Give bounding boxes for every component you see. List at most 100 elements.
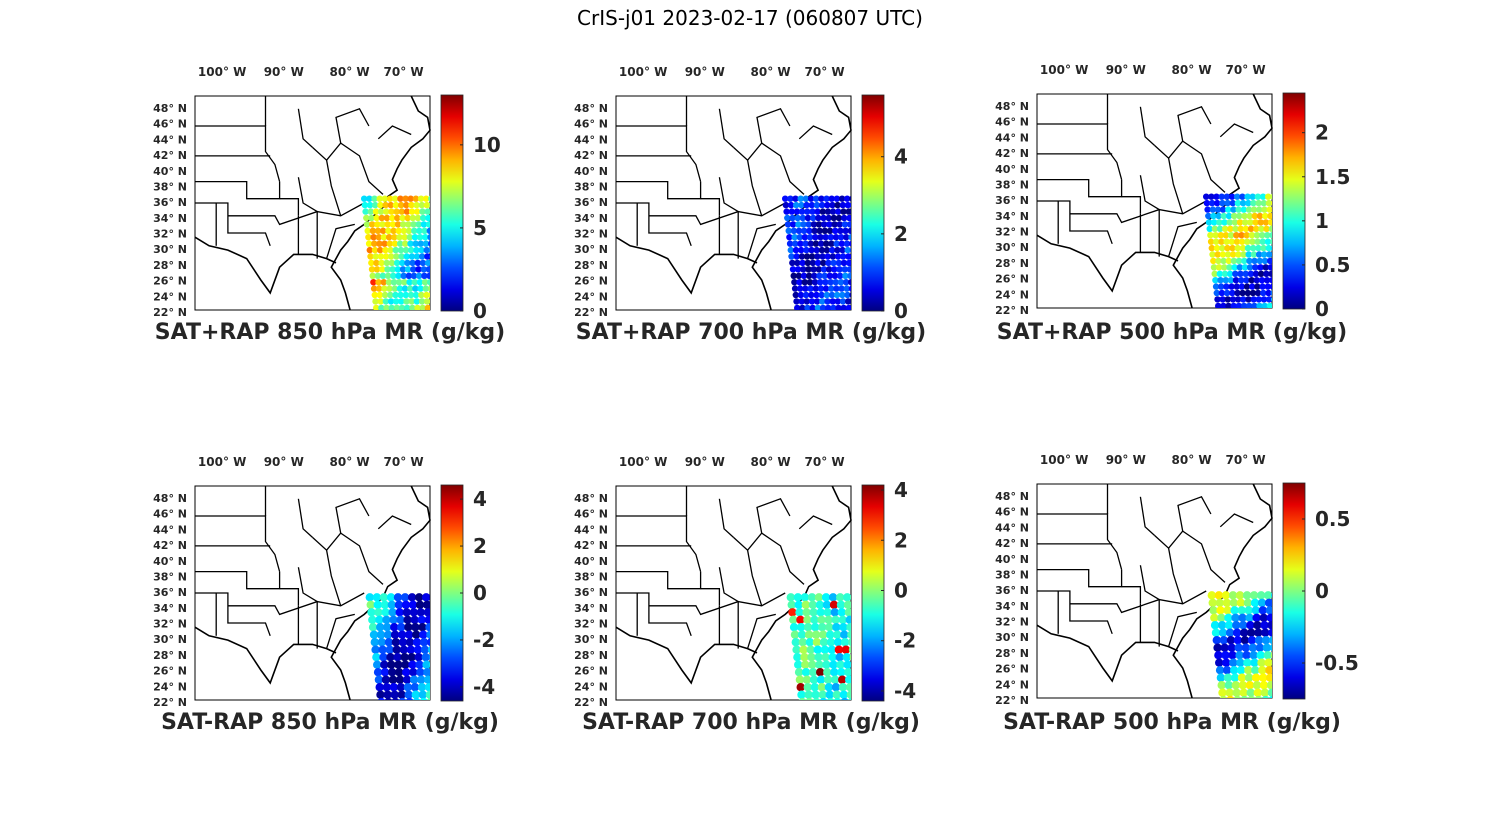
swath-point bbox=[1266, 251, 1272, 258]
swath-point bbox=[809, 259, 817, 267]
swath-point bbox=[814, 653, 823, 662]
swath-point bbox=[1225, 212, 1233, 220]
swath-point bbox=[1225, 206, 1232, 213]
state-border bbox=[746, 613, 776, 649]
swath-point bbox=[826, 638, 836, 647]
swath-point bbox=[430, 668, 438, 676]
swath-point bbox=[806, 279, 814, 286]
swath-point bbox=[418, 246, 425, 254]
swath-point bbox=[391, 240, 399, 247]
swath-point bbox=[376, 630, 386, 639]
swath-point bbox=[788, 253, 795, 260]
swath-point bbox=[428, 292, 430, 298]
swath-point bbox=[848, 285, 851, 292]
colorbar-label: 4 bbox=[473, 487, 487, 511]
swath-point bbox=[829, 253, 837, 260]
swath-point bbox=[805, 697, 814, 700]
swath-point bbox=[382, 201, 389, 209]
swath-point bbox=[375, 683, 384, 692]
swath-point bbox=[819, 253, 826, 260]
swath-data bbox=[365, 593, 438, 700]
swath-point bbox=[410, 272, 418, 279]
lat-label: 28° N bbox=[574, 259, 608, 272]
swath-point bbox=[1243, 598, 1253, 607]
swath-point bbox=[837, 272, 844, 279]
swath-point bbox=[416, 608, 425, 617]
swath-point bbox=[793, 298, 800, 305]
swath-point bbox=[1230, 606, 1239, 615]
swath-point bbox=[399, 645, 408, 654]
state-border bbox=[1037, 590, 1113, 635]
swath-point bbox=[373, 304, 380, 310]
swath-point bbox=[799, 259, 806, 267]
swath-point bbox=[427, 646, 430, 654]
lon-label: 70° W bbox=[384, 65, 424, 79]
swath-point bbox=[403, 298, 410, 305]
state-border bbox=[1037, 178, 1123, 198]
swath-point bbox=[383, 214, 391, 222]
swath-point bbox=[1270, 245, 1272, 251]
swath-point bbox=[1258, 606, 1267, 615]
swath-point bbox=[368, 214, 375, 222]
swath-point bbox=[827, 234, 834, 241]
swath-point bbox=[1230, 302, 1237, 308]
swath-point bbox=[408, 600, 418, 609]
swath-point bbox=[1226, 695, 1235, 698]
swath-point bbox=[367, 608, 376, 617]
swath-point bbox=[1252, 681, 1262, 690]
swath-point bbox=[1216, 225, 1224, 232]
lat-label: 24° N bbox=[995, 288, 1029, 301]
swath-point bbox=[425, 690, 430, 699]
state-border bbox=[1219, 123, 1254, 138]
swath-point bbox=[385, 645, 394, 654]
lat-label: 24° N bbox=[574, 680, 608, 693]
swath-point bbox=[1219, 199, 1226, 207]
swath-point bbox=[828, 291, 836, 299]
swath-point bbox=[1214, 591, 1224, 600]
swath-point bbox=[1263, 651, 1272, 660]
swath-point bbox=[1225, 302, 1232, 308]
swath-point bbox=[383, 208, 390, 215]
swath-point bbox=[378, 214, 385, 222]
swath-point bbox=[375, 234, 382, 241]
lat-label: 24° N bbox=[153, 290, 187, 303]
swath-point bbox=[827, 645, 836, 654]
swath-point bbox=[850, 210, 851, 214]
swath-point bbox=[1254, 289, 1262, 297]
swath-point bbox=[1207, 591, 1216, 600]
swath-point bbox=[792, 291, 799, 299]
colorbar-label: 0 bbox=[473, 299, 487, 323]
swath-point bbox=[404, 623, 413, 632]
swath-point bbox=[418, 201, 425, 209]
state-border bbox=[718, 108, 734, 148]
lat-label: 44° N bbox=[995, 521, 1029, 534]
lat-label: 26° N bbox=[995, 273, 1029, 286]
swath-point bbox=[838, 195, 846, 202]
swath-point bbox=[401, 285, 409, 292]
swath-point bbox=[1220, 643, 1229, 652]
swath-point bbox=[393, 208, 400, 215]
swath-point bbox=[850, 254, 851, 259]
swath-point bbox=[1241, 257, 1248, 265]
swath-point bbox=[381, 608, 390, 617]
lat-label: 26° N bbox=[574, 665, 608, 678]
panel-title: SAT+RAP 500 hPa MR (g/kg) bbox=[996, 320, 1348, 345]
swath-point bbox=[408, 253, 416, 260]
swath-point bbox=[1246, 257, 1253, 265]
swath-point bbox=[798, 253, 806, 260]
swath-point bbox=[427, 285, 430, 292]
swath-point bbox=[1237, 270, 1244, 277]
swath-point bbox=[425, 266, 430, 273]
swath-point bbox=[847, 272, 851, 279]
swath-point bbox=[850, 662, 851, 667]
swath-point bbox=[1257, 264, 1264, 271]
swath-point bbox=[1215, 598, 1224, 607]
swath-point bbox=[424, 683, 430, 692]
swath-point bbox=[371, 240, 378, 247]
swath-point bbox=[1217, 277, 1224, 284]
colorbar bbox=[1282, 482, 1306, 700]
swath-point bbox=[813, 246, 820, 254]
swath-point bbox=[379, 272, 387, 279]
swath-point bbox=[1259, 613, 1268, 622]
lat-label: 34° N bbox=[995, 600, 1029, 613]
